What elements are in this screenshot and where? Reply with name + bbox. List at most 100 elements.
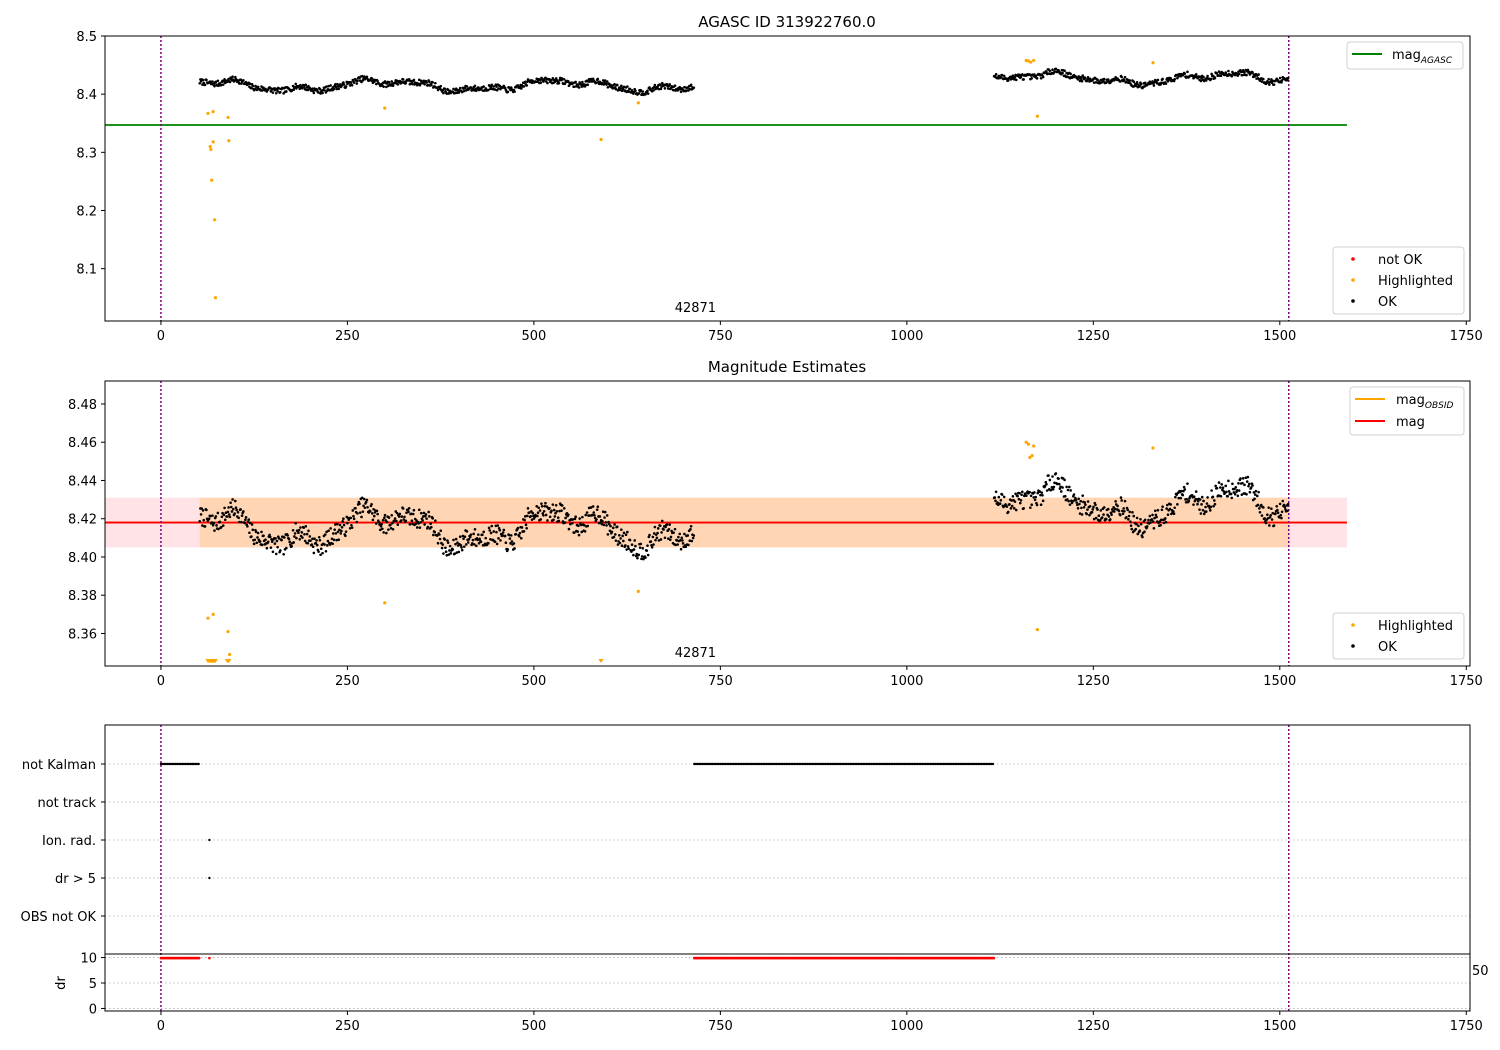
ok-point xyxy=(266,540,270,544)
flag-point xyxy=(811,762,814,766)
clipped-highlighted-marker xyxy=(212,659,218,663)
highlighted-point xyxy=(1151,446,1155,450)
flag-point xyxy=(978,762,981,766)
ok-point xyxy=(403,515,406,519)
ok-point xyxy=(234,506,238,510)
x-tick-label: 1500 xyxy=(1263,329,1296,344)
flag-point xyxy=(707,762,711,766)
ok-point xyxy=(678,85,682,89)
ok-point xyxy=(250,523,254,526)
ok-point xyxy=(427,510,430,514)
x-tick-label: 750 xyxy=(708,1019,733,1034)
ok-point xyxy=(355,82,359,85)
flag-point xyxy=(781,762,785,766)
flag-point xyxy=(931,762,934,766)
ok-point xyxy=(1126,78,1130,82)
ok-point xyxy=(601,79,605,82)
flag-point xyxy=(848,762,852,766)
ok-point xyxy=(1077,497,1080,501)
ok-point xyxy=(1192,503,1195,506)
ok-point xyxy=(1282,503,1286,507)
ok-point xyxy=(210,521,214,524)
flag-point xyxy=(182,762,186,766)
y-tick-label: 8.38 xyxy=(68,589,97,604)
ok-point xyxy=(630,543,634,546)
flag-point xyxy=(757,762,760,766)
ok-point xyxy=(218,520,222,524)
ok-point xyxy=(298,538,302,541)
ok-point xyxy=(460,548,464,552)
ok-point xyxy=(679,547,683,551)
flag-point xyxy=(743,762,747,766)
ok-point xyxy=(1085,512,1089,516)
ok-point xyxy=(555,78,559,82)
ok-point xyxy=(269,546,273,549)
ok-point xyxy=(244,516,248,519)
ok-point xyxy=(1258,510,1262,514)
ok-point xyxy=(379,528,382,532)
ok-point xyxy=(352,517,356,521)
ok-point xyxy=(492,85,496,88)
ok-point xyxy=(552,518,555,522)
ok-point xyxy=(1066,488,1070,492)
x-tick-label: 1250 xyxy=(1077,674,1110,689)
ok-point xyxy=(1150,518,1154,521)
flag-point xyxy=(752,762,755,766)
ok-point xyxy=(683,532,686,536)
ok-point xyxy=(1053,70,1056,73)
ok-point xyxy=(421,515,425,518)
ok-point xyxy=(214,515,218,518)
ok-point xyxy=(224,511,228,515)
ok-point xyxy=(542,509,546,513)
ok-point xyxy=(409,512,413,516)
ok-point xyxy=(1247,482,1251,486)
dr-panel: 0 250 500 750 1000 1250 1500 1750 0 5 10 dr 50 xyxy=(54,952,1489,1034)
ok-point xyxy=(1107,515,1111,518)
ok-point xyxy=(303,532,306,536)
ok-point xyxy=(501,533,504,537)
ok-point xyxy=(1227,479,1230,483)
ok-point xyxy=(648,533,651,537)
ok-point xyxy=(395,511,399,515)
ok-point xyxy=(323,533,327,536)
ok-point xyxy=(524,515,527,518)
ok-point xyxy=(1139,517,1142,521)
flag-point xyxy=(164,762,168,766)
ok-point xyxy=(1248,490,1252,494)
ok-point xyxy=(1080,506,1083,510)
ok-point xyxy=(251,84,255,88)
ok-point xyxy=(1190,494,1194,497)
ok-point xyxy=(1094,81,1098,84)
ok-point xyxy=(1084,503,1087,507)
ok-point xyxy=(1029,506,1032,509)
ok-point xyxy=(640,555,644,558)
ok-point xyxy=(557,519,561,523)
dr-clipped-point xyxy=(992,956,996,960)
ok-point xyxy=(468,535,472,539)
flag-point xyxy=(963,762,967,766)
ok-point xyxy=(555,509,559,513)
ok-point xyxy=(1204,505,1207,509)
ok-point xyxy=(634,89,637,93)
flag-point xyxy=(947,762,950,766)
flag-point xyxy=(955,762,959,766)
flag-point xyxy=(871,762,875,766)
flag-point xyxy=(798,762,801,766)
ok-point xyxy=(620,528,623,531)
ok-point xyxy=(248,531,251,535)
ok-point xyxy=(211,514,214,517)
legend-highlighted-label: Highlighted xyxy=(1378,274,1453,289)
x-tick-label: 500 xyxy=(521,674,546,689)
ok-point xyxy=(1245,492,1248,496)
flag-point xyxy=(816,762,819,766)
ok-point xyxy=(425,81,428,84)
flag-point xyxy=(853,762,857,766)
ok-point xyxy=(476,538,479,542)
ok-point xyxy=(338,83,342,86)
ok-point xyxy=(1010,504,1014,508)
ok-point xyxy=(268,533,271,537)
flag-point xyxy=(870,762,873,766)
ok-point xyxy=(464,543,468,546)
flag-point xyxy=(904,762,908,766)
ok-point xyxy=(463,535,467,538)
